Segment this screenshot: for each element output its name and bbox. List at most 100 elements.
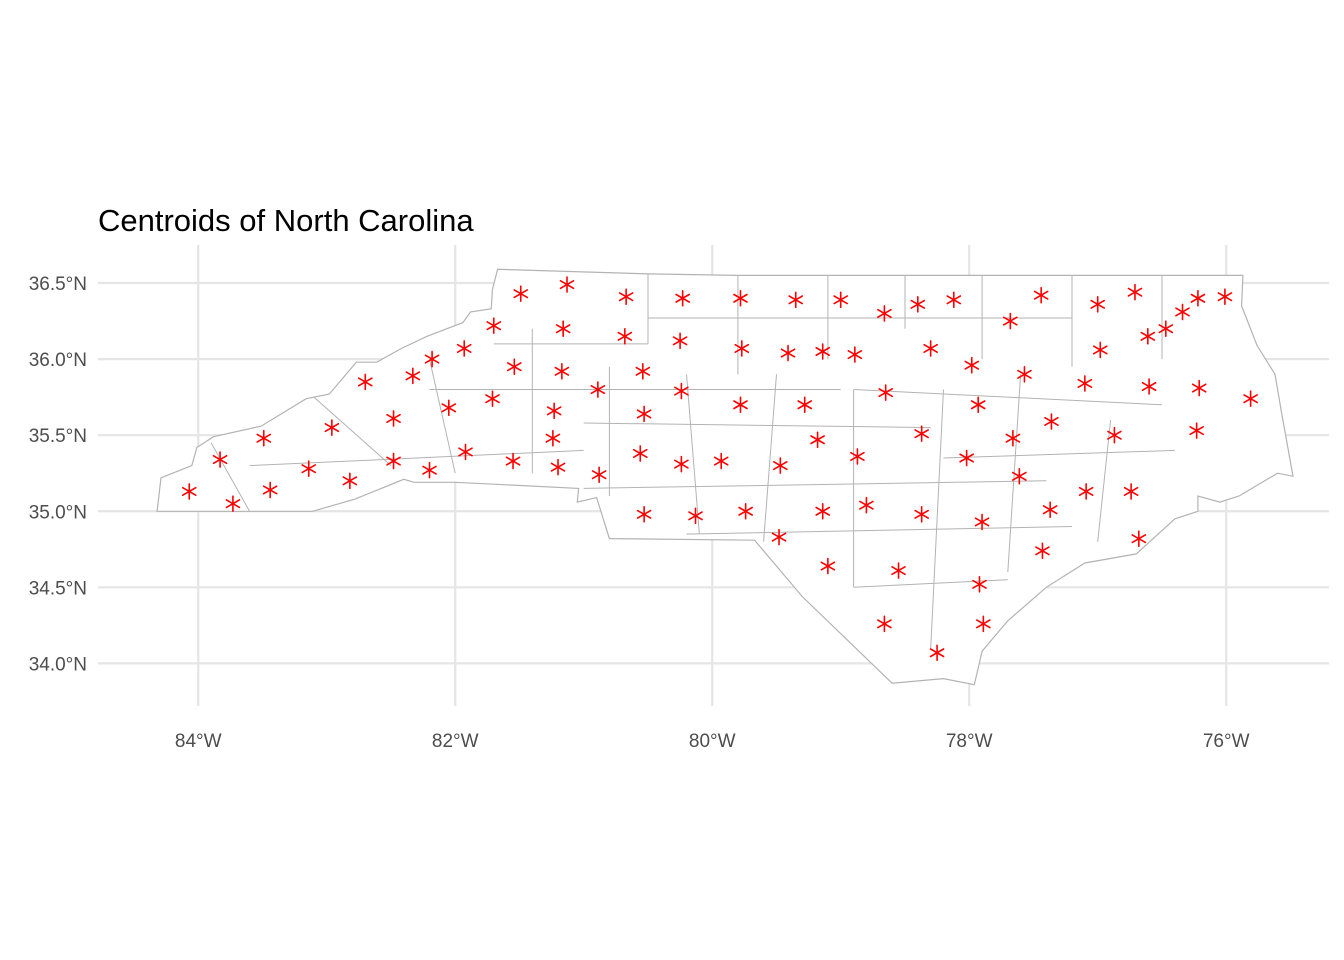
centroid-marker — [688, 507, 703, 525]
centroid-marker — [1042, 501, 1058, 519]
centroid-marker — [636, 405, 652, 423]
x-tick-label: 82°W — [432, 731, 479, 752]
centroid-marker — [405, 367, 421, 385]
x-axis-ticks: 84°W 82°W 80°W 78°W 76°W — [175, 731, 1250, 752]
centroid-marker — [636, 505, 652, 523]
centroid-marker — [959, 449, 974, 467]
county-boundary — [686, 374, 700, 535]
centroid-marker — [618, 288, 634, 306]
county-boundary — [210, 442, 251, 512]
centroid-marker — [485, 390, 500, 407]
centroid-marker — [1131, 530, 1147, 547]
centroid-marker — [301, 460, 317, 477]
y-tick-label: 36.0°N — [29, 350, 87, 371]
centroid-marker — [1017, 366, 1032, 383]
centroid-marker — [929, 644, 945, 662]
centroid-marker — [635, 362, 651, 380]
centroid-marker — [914, 505, 929, 523]
centroid-marker — [713, 452, 729, 470]
centroid-marker — [878, 384, 894, 401]
centroid-marker — [976, 615, 991, 633]
centroid-marker — [1217, 288, 1233, 306]
centroid-marker — [486, 317, 502, 334]
county-boundary — [943, 449, 1175, 459]
centroid-marker — [674, 455, 689, 473]
centroid-marker — [324, 419, 340, 436]
centroid-marker — [859, 496, 874, 514]
centroid-marker — [734, 340, 750, 357]
county-boundary — [686, 526, 1073, 535]
county-boundary — [1097, 419, 1112, 542]
centroid-marker — [833, 291, 849, 309]
centroid-marker — [550, 458, 566, 476]
centroid-marker — [891, 562, 906, 579]
centroid-marker — [1035, 542, 1050, 560]
centroid-marker — [559, 276, 575, 293]
centroid-marker — [780, 344, 796, 362]
centroid-marker — [771, 528, 787, 546]
centroid-marker — [590, 381, 606, 398]
county-boundary — [853, 579, 1008, 588]
centroid-marker — [797, 396, 813, 414]
centroid-marker — [632, 445, 648, 462]
centroid-marker — [262, 481, 278, 499]
centroid-marker — [386, 410, 401, 427]
centroid-marker — [815, 502, 831, 520]
centroid-marker — [877, 615, 892, 633]
centroid-marker — [554, 362, 570, 380]
centroid-marker — [1190, 289, 1206, 307]
centroid-marker — [591, 466, 607, 484]
centroid-marker — [424, 350, 440, 368]
county-boundary — [583, 480, 1047, 489]
y-tick-label: 35.5°N — [29, 426, 87, 447]
centroid-marker — [964, 356, 980, 374]
centroid-marker — [1107, 426, 1122, 444]
centroid-marker — [1189, 422, 1204, 439]
centroid-marker — [513, 285, 529, 302]
centroid-marker — [617, 327, 633, 345]
centroid-marker — [974, 513, 990, 531]
y-axis-ticks: 34.0°N 34.5°N 35.0°N 35.5°N 36.0°N 36.5°N — [29, 274, 87, 675]
centroid-marker — [545, 429, 561, 447]
centroid-marker — [1077, 375, 1093, 392]
centroid-markers — [181, 276, 1258, 662]
centroid-marker — [733, 289, 748, 307]
centroid-marker — [738, 502, 753, 520]
centroid-marker — [675, 289, 690, 307]
chart-title: Centroids of North Carolina — [98, 203, 474, 238]
centroid-marker — [674, 382, 689, 400]
centroid-marker — [1191, 379, 1207, 397]
centroid-marker — [555, 320, 571, 337]
centroid-marker — [1127, 283, 1143, 301]
county-boundary — [853, 389, 1163, 406]
centroid-marker — [788, 291, 804, 309]
centroid-marker — [505, 452, 521, 470]
centroid-marker — [1092, 341, 1108, 359]
centroid-marker — [1175, 303, 1190, 321]
county-boundary — [313, 396, 392, 466]
centroid-marker — [910, 296, 926, 313]
county-boundary — [930, 389, 944, 649]
centroid-marker — [733, 396, 748, 414]
centroid-marker — [1003, 312, 1018, 330]
centroid-marker — [386, 452, 401, 470]
y-tick-label: 34.0°N — [29, 654, 87, 675]
centroid-marker — [970, 396, 986, 414]
centroid-marker — [1005, 429, 1021, 447]
county-boundary — [249, 449, 584, 467]
county-boundary — [429, 358, 456, 474]
centroid-marker — [422, 461, 437, 479]
state-outline — [156, 268, 1294, 686]
centroid-marker — [546, 402, 562, 420]
centroid-marker — [672, 332, 688, 350]
centroid-marker — [1033, 286, 1049, 304]
centroid-marker — [847, 346, 863, 363]
centroid-marker — [256, 429, 272, 447]
centroid-marker — [357, 373, 373, 391]
x-tick-label: 78°W — [946, 731, 993, 752]
centroid-marker — [772, 457, 788, 474]
centroid-marker — [850, 448, 865, 465]
centroid-marker — [1243, 390, 1258, 407]
x-tick-label: 76°W — [1203, 731, 1250, 752]
